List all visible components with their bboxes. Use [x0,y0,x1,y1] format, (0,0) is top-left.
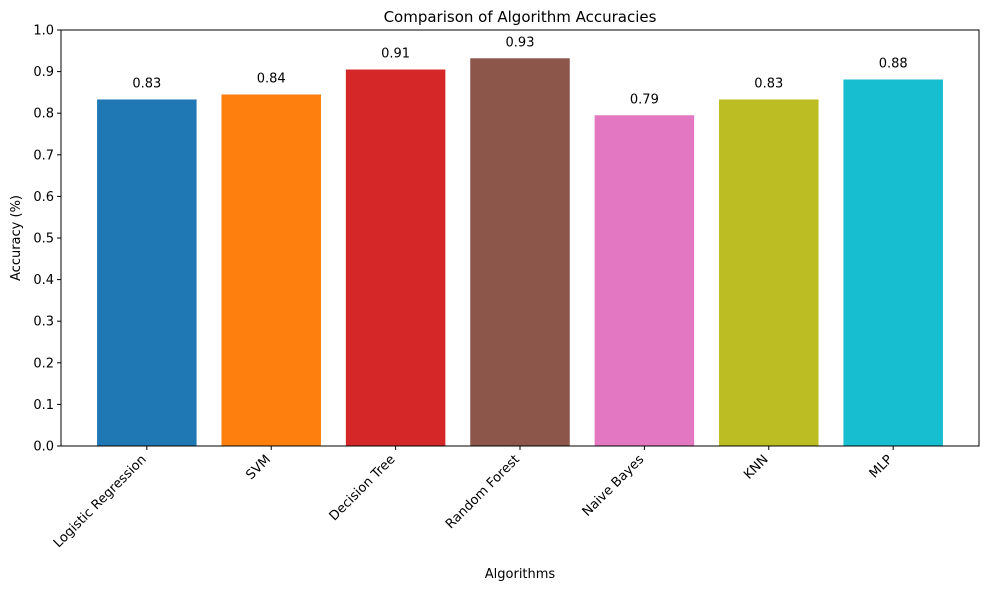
value-label-2: 0.91 [381,47,410,62]
bar-4 [594,115,695,446]
y-tick-label-4: 0.4 [33,273,54,288]
y-axis: 0.0 0.1 0.2 0.3 0.4 0.5 0.6 0.7 0.8 0.9 1.0 [33,24,61,455]
y-tick-label-1: 0.1 [33,398,54,413]
bar-2 [345,69,446,447]
bar-5 [719,99,819,447]
y-tick-label-6: 0.6 [33,190,54,205]
bar-3 [470,58,570,447]
value-label-0: 0.83 [132,76,161,91]
bars-group [97,58,943,447]
chart-title: Comparison of Algorithm Accuracies [384,8,657,26]
value-labels-group: 0.83 0.84 0.91 0.93 0.79 0.83 0.88 [132,35,907,107]
y-tick-label-2: 0.2 [33,356,54,371]
y-tick-label-10: 1.0 [33,24,54,39]
y-tick-label-8: 0.8 [33,107,54,122]
y-tick-label-9: 0.9 [33,65,54,80]
value-label-6: 0.88 [879,57,908,72]
bar-6 [843,79,943,446]
value-label-4: 0.79 [630,92,659,107]
y-tick-label-3: 0.3 [33,315,54,330]
y-tick-label-7: 0.7 [33,148,54,163]
value-label-1: 0.84 [257,71,286,86]
y-tick-label-5: 0.5 [33,232,54,247]
value-label-5: 0.83 [754,76,783,91]
y-axis-label: Accuracy (%) [9,195,24,281]
value-label-3: 0.93 [506,35,535,50]
bar-1 [221,94,321,446]
plot-frame [60,29,980,447]
y-tick-label-0: 0.0 [33,440,54,455]
x-axis-label: Algorithms [485,567,556,582]
bar-0 [97,99,197,447]
